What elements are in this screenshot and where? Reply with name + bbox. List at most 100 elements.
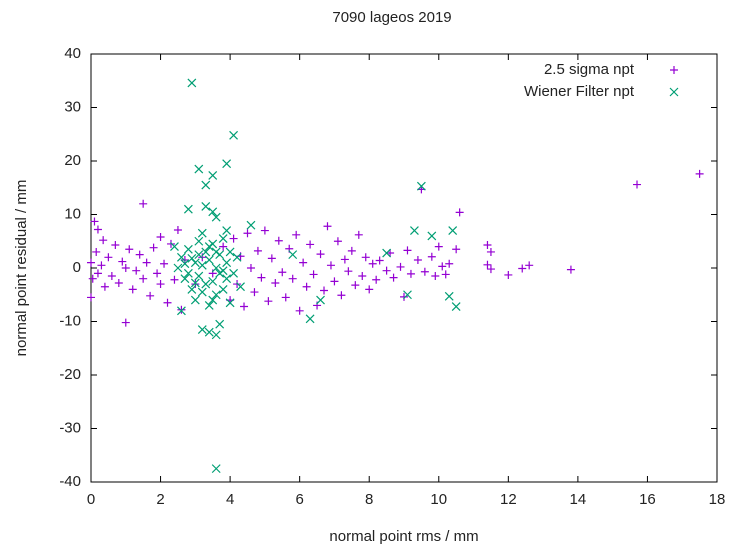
point [222, 258, 232, 268]
point [420, 267, 429, 276]
point [320, 286, 329, 295]
point [225, 247, 235, 257]
point [340, 255, 349, 264]
point [88, 274, 97, 283]
point [330, 277, 339, 286]
point [358, 272, 367, 281]
point [211, 247, 221, 257]
point [176, 252, 186, 262]
point [427, 252, 436, 261]
point [240, 302, 249, 311]
point [99, 236, 108, 245]
point [218, 234, 228, 243]
x-tick-label: 2 [156, 491, 164, 508]
point [201, 247, 211, 257]
y-tick-label: -30 [59, 419, 81, 436]
point [180, 274, 190, 284]
y-tick-label: 0 [73, 259, 81, 276]
point [483, 260, 492, 269]
x-tick-label: 8 [365, 491, 373, 508]
x-tick-label: 16 [639, 491, 656, 508]
point [486, 247, 495, 256]
point [382, 266, 391, 275]
x-tick-label: 14 [570, 491, 587, 508]
point [153, 269, 162, 278]
point [518, 264, 527, 273]
point [204, 255, 214, 265]
point [107, 272, 116, 281]
point [292, 230, 301, 239]
point [173, 226, 182, 235]
point [156, 232, 165, 241]
point [486, 265, 495, 274]
point [229, 268, 239, 278]
plot-frame [90, 53, 718, 483]
point [232, 252, 242, 262]
point [208, 269, 217, 278]
point [253, 246, 262, 255]
point [132, 266, 141, 275]
point [633, 180, 642, 189]
x-tick-label: 4 [226, 491, 234, 508]
point [455, 208, 464, 217]
chart-title: 7090 lageos 2019 [332, 9, 451, 26]
legend-marker [670, 66, 678, 74]
point [211, 330, 221, 340]
point [431, 272, 440, 281]
y-tick-label: 10 [64, 205, 81, 222]
point [236, 282, 245, 292]
point [382, 248, 392, 258]
point [142, 258, 151, 267]
point [187, 253, 197, 263]
point [170, 242, 179, 252]
point [309, 270, 318, 279]
point [163, 298, 172, 307]
point [211, 290, 221, 300]
point [264, 297, 273, 306]
point [406, 269, 415, 278]
point [118, 257, 127, 266]
point [333, 237, 342, 246]
point [111, 240, 120, 249]
point [299, 258, 308, 267]
point [187, 78, 197, 88]
point [173, 263, 183, 273]
point [323, 222, 332, 231]
point [204, 301, 214, 310]
point [149, 243, 158, 252]
point [187, 284, 197, 294]
point [344, 267, 353, 276]
point [146, 291, 155, 300]
point [135, 250, 144, 259]
point [194, 250, 204, 260]
point [121, 264, 130, 272]
point [194, 164, 204, 174]
y-tick-label: -40 [59, 473, 81, 490]
point [448, 226, 458, 235]
point [483, 240, 492, 249]
legend-marker [669, 87, 679, 97]
point [271, 278, 280, 287]
point [128, 285, 137, 294]
point [354, 230, 363, 239]
point [87, 258, 95, 267]
point [191, 280, 200, 289]
point [525, 261, 534, 270]
point [413, 255, 422, 264]
point [452, 245, 461, 254]
point [257, 273, 266, 282]
point [183, 204, 193, 214]
point [139, 274, 148, 283]
point [416, 181, 426, 191]
point [434, 242, 443, 251]
x-axis-label: normal point rms / mm [329, 528, 478, 545]
point [403, 290, 412, 300]
point [316, 295, 325, 305]
point [183, 244, 193, 254]
point [444, 291, 454, 301]
point [313, 301, 322, 310]
point [197, 260, 207, 270]
point [170, 275, 179, 284]
point [125, 245, 134, 254]
point [267, 254, 276, 263]
